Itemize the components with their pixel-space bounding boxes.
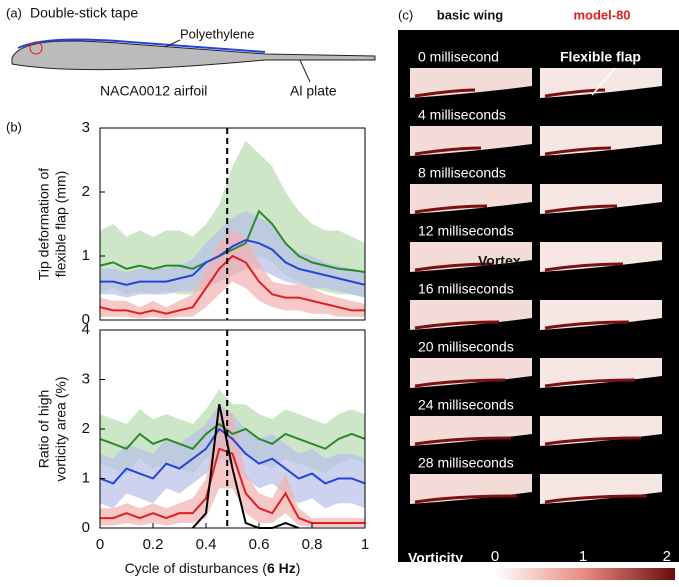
tape-marker — [29, 41, 43, 55]
flow-image-shading — [540, 260, 662, 278]
time-label: 4 milliseconds — [418, 107, 506, 123]
flow-image-shading — [410, 318, 532, 336]
panel-label: (b) — [6, 119, 22, 134]
vorticity-streak — [544, 262, 624, 272]
time-label: 28 milliseconds — [418, 455, 514, 471]
y-tick-label: 1 — [82, 469, 90, 486]
flow-image-shading — [410, 260, 532, 278]
annotation: Flexible flap — [560, 49, 641, 65]
y-tick-label: 3 — [82, 119, 90, 136]
time-label: 8 milliseconds — [418, 165, 506, 181]
vorticity-streak — [414, 378, 506, 388]
x-axis-label-part: 6 Hz — [267, 560, 296, 576]
x-axis-label-part: Cycle of disturbances ( — [125, 560, 268, 576]
x-tick-label: 0 — [96, 536, 104, 553]
flow-image-shading — [540, 202, 662, 220]
line — [99, 427, 366, 485]
label: Double-stick tape — [30, 5, 138, 21]
flow-image-shading — [540, 318, 662, 336]
flow-image-shading — [540, 86, 662, 104]
time-label: 12 milliseconds — [418, 223, 514, 239]
vorticity-streak — [414, 262, 494, 272]
column-title: basic wing — [437, 7, 504, 22]
time-label: 0 millisecond — [418, 49, 499, 65]
x-tick-label: 0.8 — [302, 536, 323, 553]
leader — [164, 39, 181, 48]
vorticity-streak — [414, 320, 500, 330]
x-tick-label: 0.2 — [143, 536, 164, 553]
vorticity-streak — [414, 204, 488, 214]
y-axis-label: Ratio of high — [36, 390, 52, 469]
vorticity-streak — [414, 436, 512, 446]
flow-image-shading — [410, 86, 532, 104]
line — [99, 209, 366, 273]
vorticity-streak — [544, 436, 642, 446]
colorbar-title: (s⁻¹) — [418, 568, 445, 583]
panel-label: (c) — [398, 7, 413, 22]
time-label: 20 milliseconds — [418, 339, 514, 355]
time-label: 24 milliseconds — [418, 397, 514, 413]
line — [99, 254, 365, 315]
axes-frame — [99, 127, 366, 321]
colorbar-tick-label: 0 — [491, 548, 499, 565]
vorticity-streak — [544, 88, 606, 98]
airfoil — [11, 40, 376, 71]
y-tick-label: 2 — [82, 183, 90, 200]
y-axis-label: Tip deformation of — [36, 168, 52, 280]
y-tick-label: 1 — [82, 247, 90, 264]
image-panel — [398, 30, 679, 562]
line — [192, 404, 300, 529]
vorticity-streak — [414, 88, 476, 98]
vorticity-streak — [414, 494, 518, 504]
line — [100, 447, 365, 525]
colorbar-tick-label: 2 — [663, 548, 671, 565]
panel-label: (a) — [6, 5, 22, 20]
line — [100, 238, 366, 286]
colorbar-title: Vorticity — [408, 550, 463, 566]
line — [99, 422, 366, 450]
label: NACA0012 airfoil — [100, 83, 207, 99]
label: Polyethylene — [180, 26, 254, 41]
annotation: Vortex — [478, 253, 521, 269]
y-axis-label: flexible flap (mm) — [53, 171, 69, 278]
vorticity-streak — [544, 378, 636, 388]
polyethylene-film — [17, 38, 266, 53]
x-tick-label: 0.4 — [196, 536, 217, 553]
label: Al plate — [290, 83, 337, 99]
vorticity-streak — [544, 320, 630, 330]
y-tick-label: 3 — [82, 370, 90, 387]
arrow — [591, 67, 616, 96]
flow-image-shading — [540, 144, 662, 162]
column-title: model-80 — [573, 7, 630, 22]
y-tick-label: 0 — [82, 519, 90, 536]
flow-image-shading — [410, 202, 532, 220]
y-axis-label: vorticity area (%) — [53, 376, 69, 481]
y-tick-label: 4 — [82, 321, 90, 338]
y-tick-label: 2 — [82, 420, 90, 437]
vorticity-streak — [544, 494, 648, 504]
y-tick-label: 0 — [82, 311, 90, 328]
vorticity-streak — [414, 146, 482, 156]
flow-image-shading — [410, 144, 532, 162]
leader — [299, 59, 311, 83]
time-label: 16 milliseconds — [418, 281, 514, 297]
colorbar-tick-label: 1 — [579, 548, 587, 565]
vorticity-streak — [544, 146, 612, 156]
x-tick-label: 0.6 — [249, 536, 270, 553]
x-axis-label-part: ) — [296, 560, 301, 576]
x-tick-label: 1 — [361, 536, 369, 553]
vorticity-streak — [544, 204, 618, 214]
x-axis-label: Cycle of disturbances (6 Hz) — [125, 560, 301, 576]
colorbar — [495, 568, 675, 580]
